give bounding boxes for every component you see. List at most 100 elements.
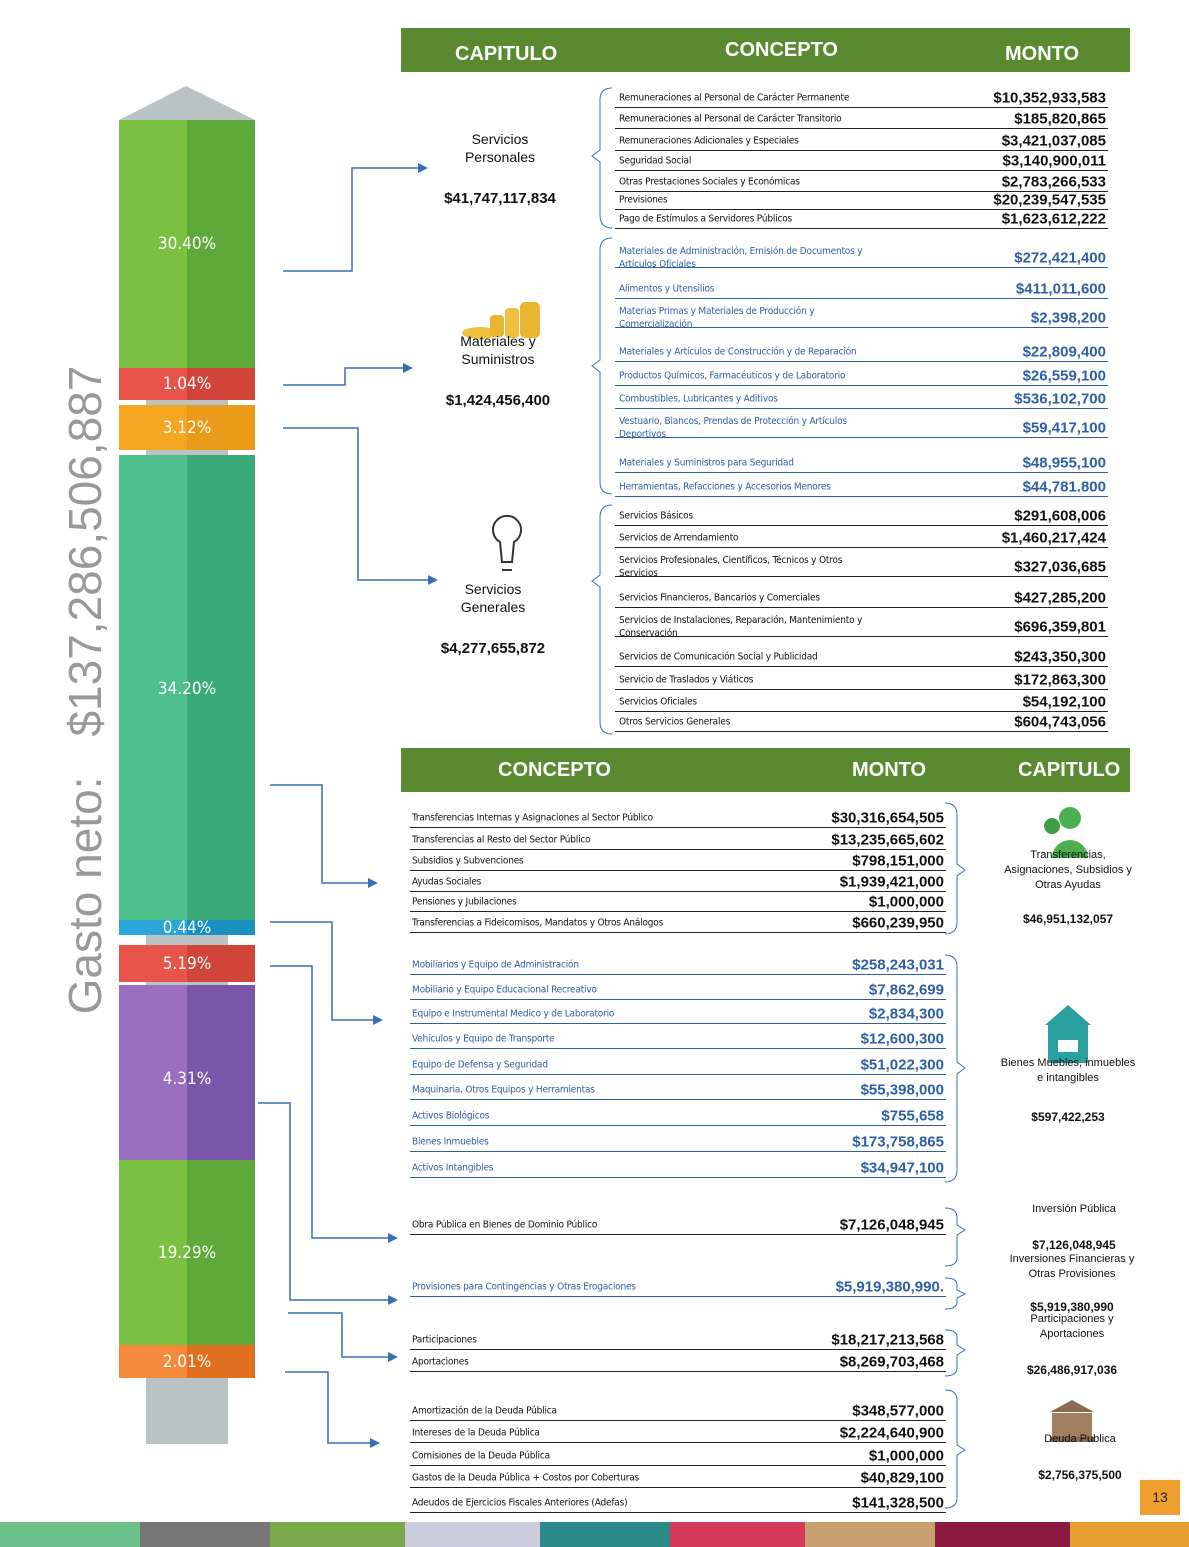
item-amount: $3,421,037,085 xyxy=(916,133,1106,150)
item-amount: $1,000,000 xyxy=(754,1448,944,1465)
chapter-name: Inversión Pública xyxy=(1014,1202,1134,1217)
page-number: 13 xyxy=(1140,1480,1180,1515)
chapter-name: Materiales y Suministros xyxy=(443,332,553,368)
page: 13 (() => { const data = JSON.parse(docu… xyxy=(0,0,1189,1547)
item-concept: Equipo de Defensa y Seguridad xyxy=(412,1059,712,1072)
chapter-name: Bienes Muebles, inmuebles e intangibles xyxy=(998,1056,1138,1086)
row-rule xyxy=(410,1048,946,1049)
item-amount: $22,809,400 xyxy=(916,344,1106,361)
row-rule xyxy=(615,327,1108,328)
item-concept: Activos Biológicos xyxy=(412,1110,712,1123)
header-cell: CONCEPTO xyxy=(725,28,838,72)
chapter-amount: $2,756,375,500 xyxy=(990,1468,1170,1482)
row-rule xyxy=(410,1151,946,1152)
row-rule xyxy=(615,267,1108,268)
item-amount: $40,829,100 xyxy=(754,1470,944,1487)
item-amount: $7,126,048,945 xyxy=(754,1217,944,1234)
item-amount: $26,559,100 xyxy=(916,368,1106,385)
item-amount: $12,600,300 xyxy=(754,1031,944,1048)
row-rule xyxy=(410,891,946,892)
item-amount: $13,235,665,602 xyxy=(754,832,944,849)
item-amount: $172,863,300 xyxy=(916,672,1106,689)
row-rule xyxy=(410,932,946,933)
item-concept: Activos Intangibles xyxy=(412,1162,712,1175)
item-concept: Vehiculos y Equipo de Transporte xyxy=(412,1033,712,1046)
item-amount: $258,243,031 xyxy=(754,957,944,974)
item-concept: Mobiliario y Equipo Educacional Recreati… xyxy=(412,984,712,997)
item-concept: Materiales y Artículos de Construcción y… xyxy=(619,346,879,359)
item-amount: $141,328,500 xyxy=(754,1495,944,1512)
row-rule xyxy=(410,1234,946,1235)
item-concept: Intereses de la Deuda Pública xyxy=(412,1427,712,1440)
item-concept: Servicio de Traslados y Viáticos xyxy=(619,674,879,687)
item-amount: $48,955,100 xyxy=(916,455,1106,472)
item-amount: $5,919,380,990. xyxy=(754,1279,944,1296)
segment-label: 2.01% xyxy=(119,1352,255,1372)
column-gap xyxy=(146,982,228,985)
column-gap xyxy=(146,400,228,405)
chapter-name: Participaciones y Aportaciones xyxy=(1017,1312,1127,1342)
item-amount: $7,862,699 xyxy=(754,982,944,999)
row-rule xyxy=(410,1512,946,1513)
row-rule xyxy=(410,1099,946,1100)
row-rule xyxy=(410,1125,946,1126)
column-gap xyxy=(146,935,228,945)
item-concept: Combustibles, Lubricantes y Aditivos xyxy=(619,393,879,406)
item-amount: $10,352,933,583 xyxy=(916,90,1106,107)
item-amount: $536,102,700 xyxy=(916,391,1106,408)
item-concept: Ayudas Sociales xyxy=(412,876,712,889)
footer-strip xyxy=(0,1522,1189,1547)
row-rule xyxy=(410,999,946,1000)
row-rule xyxy=(410,1487,946,1488)
item-concept: Servicios Financieros, Bancarios y Comer… xyxy=(619,592,879,605)
item-concept: Pensiones y Jubilaciones xyxy=(412,896,712,909)
item-concept: Pago de Estímulos a Servidores Públicos xyxy=(619,213,879,226)
item-amount: $1,623,612,222 xyxy=(916,211,1106,228)
item-concept: Obra Pública en Bienes de Dominio Públic… xyxy=(412,1219,712,1232)
item-concept: Adeudos de Ejercicios Fiscales Anteriore… xyxy=(412,1497,712,1510)
row-rule xyxy=(615,361,1108,362)
segment-label: 5.19% xyxy=(119,954,255,974)
row-rule xyxy=(410,827,946,828)
arrow-heads xyxy=(368,163,438,1448)
item-amount: $54,192,100 xyxy=(916,694,1106,711)
segment-label: 1.04% xyxy=(119,374,255,394)
chapter-amount: $46,951,132,057 xyxy=(978,912,1158,926)
row-rule xyxy=(410,1074,946,1075)
row-rule xyxy=(410,1465,946,1466)
item-concept: Previsiones xyxy=(619,194,879,207)
item-amount: $2,783,266,533 xyxy=(916,174,1106,191)
item-concept: Herramientas, Refacciones y Accesorios M… xyxy=(619,481,879,494)
item-concept: Otros Servicios Generales xyxy=(619,716,879,729)
item-amount: $243,350,300 xyxy=(916,649,1106,666)
row-rule xyxy=(615,636,1108,637)
total-label: Gasto neto: xyxy=(59,777,111,1015)
item-amount: $20,239,547,535 xyxy=(916,192,1106,209)
chapter-amount: $7,126,048,945 xyxy=(984,1238,1164,1252)
item-amount: $30,316,654,505 xyxy=(754,810,944,827)
item-concept: Mobiliarios y Equipo de Administración xyxy=(412,959,712,972)
item-amount: $327,036,685 xyxy=(916,559,1106,576)
header-cell: MONTO xyxy=(1005,32,1079,76)
total: Gasto neto:$137,286,506,887 xyxy=(55,310,115,1070)
item-amount: $1,000,000 xyxy=(754,894,944,911)
item-amount: $272,421,400 xyxy=(916,250,1106,267)
item-amount: $291,608,006 xyxy=(916,508,1106,525)
item-amount: $411,011,600 xyxy=(916,281,1106,298)
row-rule xyxy=(615,385,1108,386)
item-amount: $3,140,900,011 xyxy=(916,153,1106,170)
item-amount: $660,239,950 xyxy=(754,915,944,932)
item-amount: $755,658 xyxy=(754,1108,944,1125)
row-rule xyxy=(410,1420,946,1421)
item-concept: Maquinaria, Otros Equipos y Herramientas xyxy=(412,1084,712,1097)
row-rule xyxy=(615,689,1108,690)
row-rule xyxy=(615,408,1108,409)
row-rule xyxy=(410,1177,946,1178)
row-rule xyxy=(615,547,1108,548)
item-concept: Remuneraciones al Personal de Carácter P… xyxy=(619,92,879,105)
item-concept: Comisiones de la Deuda Pública xyxy=(412,1450,712,1463)
row-rule xyxy=(410,870,946,871)
segment-label: 34.20% xyxy=(119,679,255,699)
row-rule xyxy=(615,228,1108,229)
row-rule xyxy=(615,576,1108,577)
